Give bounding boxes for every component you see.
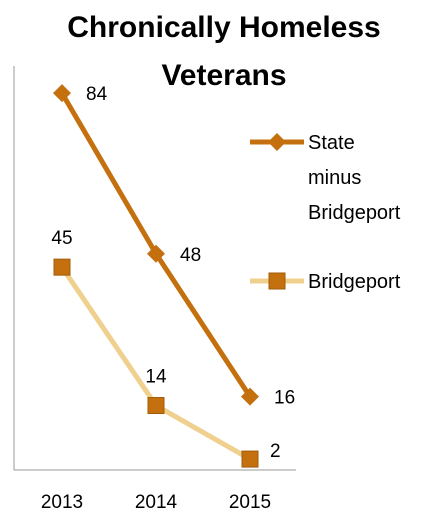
data-label-s1-0: 45 [51,228,72,249]
labels-layer: 84 48 16 45 14 2 [51,84,295,462]
legend-marker-1 [268,272,286,290]
data-label-s0-2: 16 [274,388,295,409]
data-point-s1-2 [241,450,259,468]
legend-marker-0 [268,133,286,151]
data-label-s1-2: 2 [270,441,281,462]
chart-title-line-1: Chronically Homeless [67,11,380,44]
data-label-s1-1: 14 [145,367,167,388]
x-tick-labels: 2013 2014 2015 [41,492,271,513]
legend-label-0-0: State [308,132,355,154]
chart-title-line-2: Veterans [161,59,286,92]
legend-label-0-2: Bridgeport [308,202,401,224]
series-line-1 [59,265,252,462]
data-point-s1-1 [147,397,165,415]
legend-label-0-1: minus [308,167,361,189]
legend: State minus Bridgeport Bridgeport [250,132,401,293]
data-point-s0-1 [147,244,165,263]
data-point-s1-0 [53,258,71,276]
data-label-s0-0: 84 [86,84,108,105]
x-tick-label-2: 2015 [229,492,271,513]
data-label-s0-1: 48 [180,245,201,266]
data-point-s0-2 [241,387,259,406]
data-point-s0-0 [53,84,71,103]
series-layer [53,84,259,468]
legend-label-1-0: Bridgeport [308,271,401,293]
x-tick-label-0: 2013 [41,492,83,513]
x-tick-label-1: 2014 [135,492,178,513]
